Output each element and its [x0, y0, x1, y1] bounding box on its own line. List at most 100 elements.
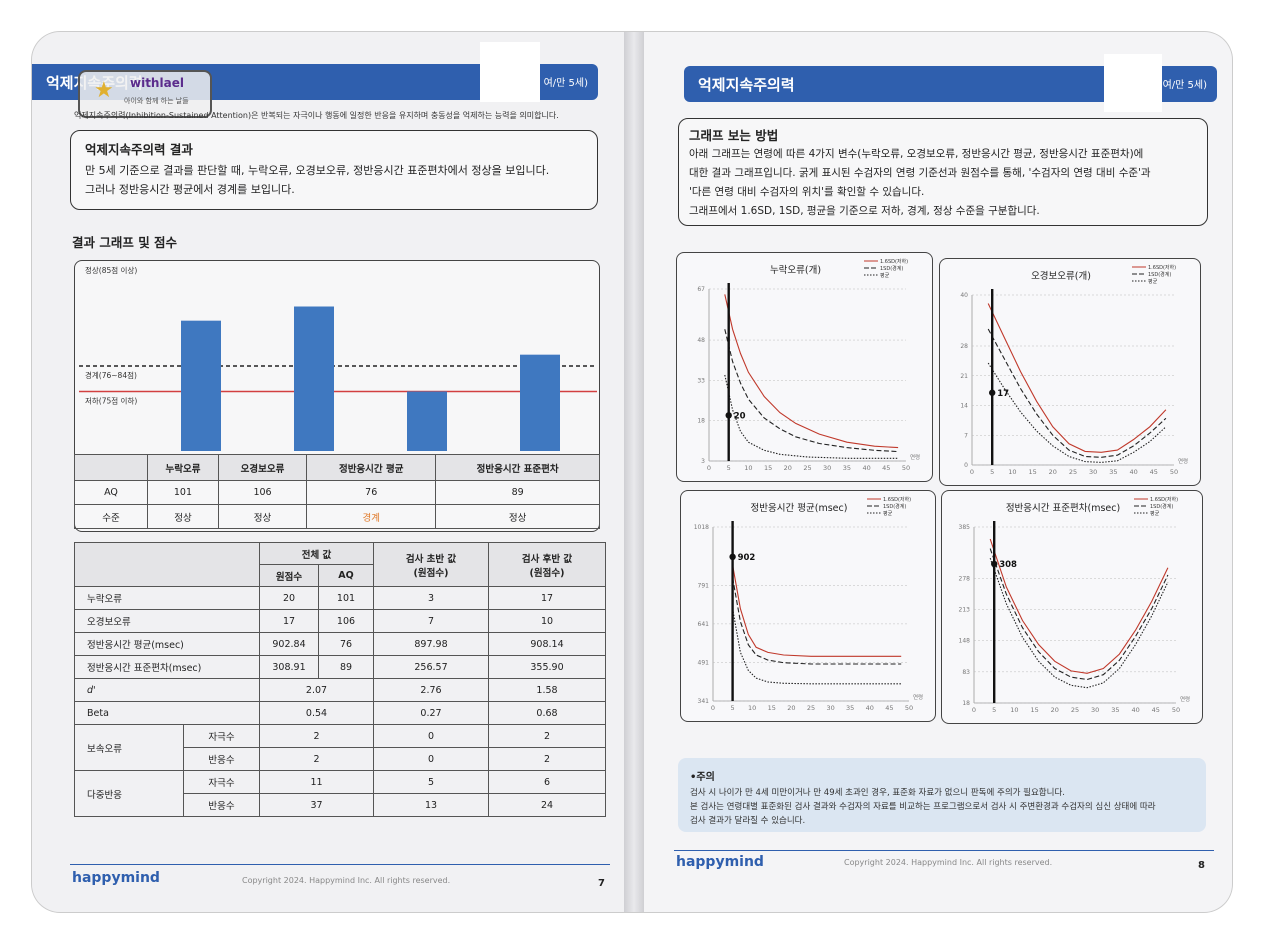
detail-h-early: 검사 초반 값 (원점수) — [373, 542, 489, 587]
photo-frame: 억제지속주의력 여/만 5세) ★ withlael 아이와 함께 하는 날들 … — [32, 32, 1232, 912]
x-tick-label: 15 — [768, 704, 776, 712]
y-tick-label: 40 — [960, 292, 968, 299]
y-tick-label: 33 — [697, 377, 705, 384]
detail-h-total: 전체 값 — [259, 542, 374, 565]
sub-label: 반응수 — [183, 793, 260, 817]
table-row: 오경보오류 17 106 7 10 — [74, 609, 606, 633]
legend-label: 1SD(경계) — [1148, 271, 1171, 278]
y-tick-label: 791 — [698, 582, 710, 589]
left-page-number: 7 — [598, 878, 605, 889]
x-tick-label: 20 — [1049, 468, 1057, 476]
cell: 3 — [373, 586, 489, 610]
result-box: 억제지속주의력 결과 만 5세 기준으로 결과를 판단할 때, 누락오류, 오경… — [70, 130, 598, 210]
howto-line4: 그래프에서 1.6SD, 1SD, 평균을 기준으로 저하, 경계, 정상 수준… — [689, 205, 1040, 217]
bar-0 — [181, 320, 221, 451]
x-tick-label: 40 — [1129, 468, 1137, 476]
graph-rt-mean: 정반응시간 평균(msec) 1.6SD(저하) 1SD(경계) 평균 341 491 64… — [680, 490, 936, 722]
curve-sd16 — [732, 564, 902, 657]
legend-label: 1SD(경계) — [883, 503, 906, 510]
legend-label: 평균 — [1150, 510, 1160, 517]
x-tick-label: 30 — [1089, 468, 1097, 476]
x-tick-label: 35 — [843, 464, 851, 472]
cell: 0.68 — [488, 701, 606, 725]
result-box-line1: 만 5세 기준으로 결과를 판단할 때, 누락오류, 오경보오류, 정반응시간 … — [85, 164, 550, 177]
sub-label: 반응수 — [183, 747, 260, 771]
y-tick-label: 48 — [697, 337, 705, 344]
legend-label: 1.6SD(저하) — [883, 496, 911, 503]
curve-sd16 — [989, 538, 1169, 674]
aq-value-3: 89 — [435, 480, 600, 505]
cell: 101 — [318, 586, 374, 610]
x-axis-label: 연령 — [1180, 695, 1190, 703]
result-box-line2: 그러나 정반응시간 평균에서 경계를 보입니다. — [85, 183, 295, 196]
x-tick-label: 10 — [748, 704, 756, 712]
score-header-2: 정반응시간 평균 — [306, 454, 437, 481]
row-label: 정반응시간 표준편차(msec) — [74, 655, 260, 679]
x-tick-label: 45 — [885, 704, 893, 712]
left-footer-line — [70, 864, 610, 865]
curve-sd16 — [724, 294, 899, 449]
graph-rt-sd-svg: 정반응시간 표준편차(msec) 1.6SD(저하)1SD(경계)평균 18 83 14… — [959, 496, 1191, 714]
row-label: 오경보오류 — [74, 609, 260, 633]
x-tick-label: 20 — [787, 704, 795, 712]
note-line3: 검사 결과가 달라질 수 있습니다. — [690, 816, 806, 826]
detail-h-late: 검사 후반 값 (원점수) — [488, 542, 606, 587]
subject-score-point — [729, 553, 736, 561]
x-tick-label: 40 — [862, 464, 870, 472]
x-tick-label: 25 — [1071, 706, 1079, 714]
detail-h-raw: 원점수 — [259, 564, 319, 587]
score-table: 누락오류 오경보오류 정반응시간 평균 정반응시간 표준편차 AQ 101 10… — [74, 454, 600, 529]
x-tick-label: 0 — [707, 464, 711, 472]
howto-line2: 대한 결과 그래프입니다. 굵게 표시된 수검자의 연령 기준선과 원점수를 통… — [689, 167, 1151, 179]
x-axis-label: 연령 — [913, 693, 923, 701]
cell: 2 — [259, 747, 374, 771]
y-tick-label: 213 — [959, 606, 971, 613]
left-footer-brand: happymind — [72, 870, 160, 886]
curve-sd1 — [989, 548, 1169, 681]
legend-label: 평균 — [1148, 278, 1158, 285]
cell: 0 — [373, 724, 489, 748]
curve-sd16 — [987, 303, 1167, 453]
x-tick-label: 10 — [1010, 706, 1018, 714]
curve-mean — [724, 374, 899, 459]
note-title: •주의 — [690, 772, 715, 783]
y-tick-label: 7 — [964, 432, 968, 439]
caution-note: •주의 검사 시 나이가 만 4세 미만이거나 만 49세 초과인 경우, 표준… — [678, 758, 1206, 832]
curve-sd1 — [987, 328, 1167, 458]
x-tick-label: 5 — [990, 468, 994, 476]
y-tick-label: 641 — [698, 621, 710, 628]
table-row: 다중반응 자극수 11 5 6 — [74, 770, 606, 817]
x-tick-label: 15 — [764, 464, 772, 472]
cell: 89 — [318, 655, 374, 679]
star-icon: ★ — [94, 78, 114, 103]
y-tick-label: 18 — [962, 700, 970, 707]
graph-omission: 누락오류(개) 1.6SD(저하) 1SD(경계) 평균 3 18 33 48 67 0 5 10 15… — [676, 252, 933, 482]
level-value-3: 정상 — [435, 504, 600, 529]
curve-mean — [987, 362, 1167, 463]
y-tick-label: 148 — [959, 638, 971, 645]
cell: 256.57 — [373, 655, 489, 679]
cell: 24 — [488, 793, 606, 817]
table-row: 반응수 2 0 2 — [75, 747, 606, 771]
x-tick-label: 15 — [1030, 706, 1038, 714]
cell: 0 — [373, 747, 489, 771]
legend-label: 평균 — [883, 510, 893, 517]
band-label-border: 경계(76~84점) — [85, 370, 137, 380]
curve-mean — [989, 558, 1169, 689]
graph-title: 누락오류(개) — [770, 264, 821, 276]
table-row: 보속오류 자극수 2 0 2 — [74, 724, 606, 771]
y-tick-label: 1018 — [694, 524, 709, 531]
y-tick-label: 67 — [697, 286, 705, 293]
cell: 308.91 — [259, 655, 319, 679]
cell: 7 — [373, 609, 489, 633]
subject-score-label: 20 — [734, 411, 746, 421]
right-footer-line — [674, 850, 1214, 851]
y-tick-label: 0 — [964, 462, 968, 469]
x-axis-label: 연령 — [1178, 457, 1188, 465]
definition-text: 억제지속주의력(Inhibition-Sustained Attention)은… — [74, 111, 559, 120]
cell: 13 — [373, 793, 489, 817]
y-tick-label: 21 — [960, 373, 968, 380]
cell: 37 — [259, 793, 374, 817]
cell: 106 — [318, 609, 374, 633]
aq-label: AQ — [74, 480, 148, 505]
